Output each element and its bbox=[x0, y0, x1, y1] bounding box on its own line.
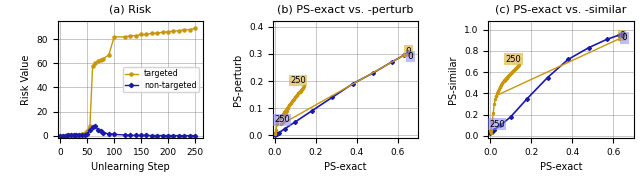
targeted bbox=[94, 60, 102, 62]
Line: non-targeted: non-targeted bbox=[59, 125, 196, 137]
non-targeted bbox=[159, 135, 166, 137]
non-targeted bbox=[81, 134, 88, 136]
Y-axis label: PS-perturb: PS-perturb bbox=[233, 53, 243, 106]
non-targeted bbox=[86, 129, 94, 131]
Text: 0: 0 bbox=[408, 52, 413, 61]
targeted bbox=[100, 58, 108, 60]
non-targeted bbox=[164, 135, 172, 137]
targeted bbox=[110, 36, 118, 38]
targeted bbox=[191, 27, 199, 30]
non-targeted bbox=[83, 133, 91, 135]
non-targeted bbox=[121, 134, 129, 136]
Y-axis label: Risk Value: Risk Value bbox=[21, 55, 31, 105]
non-targeted bbox=[97, 130, 104, 133]
non-targeted bbox=[137, 134, 145, 136]
Text: 0: 0 bbox=[620, 31, 625, 40]
targeted bbox=[175, 30, 182, 32]
targeted bbox=[59, 135, 67, 137]
Text: 0: 0 bbox=[406, 47, 412, 56]
targeted bbox=[56, 135, 64, 137]
Y-axis label: PS-similar: PS-similar bbox=[449, 55, 458, 104]
targeted bbox=[186, 29, 193, 31]
Title: (b) PS-exact vs. -perturb: (b) PS-exact vs. -perturb bbox=[277, 5, 414, 15]
Line: targeted: targeted bbox=[59, 27, 196, 137]
targeted bbox=[143, 33, 150, 36]
targeted bbox=[86, 125, 94, 127]
non-targeted bbox=[72, 134, 80, 136]
targeted bbox=[164, 31, 172, 33]
non-targeted bbox=[89, 125, 97, 128]
non-targeted bbox=[186, 135, 193, 137]
X-axis label: Unlearning Step: Unlearning Step bbox=[91, 162, 170, 172]
Text: 250: 250 bbox=[274, 115, 290, 124]
non-targeted bbox=[56, 135, 64, 137]
Legend: targeted, non-targeted: targeted, non-targeted bbox=[123, 67, 199, 92]
targeted bbox=[121, 36, 129, 38]
targeted bbox=[105, 54, 113, 56]
non-targeted bbox=[62, 135, 70, 137]
non-targeted bbox=[100, 132, 108, 134]
Text: 250: 250 bbox=[506, 55, 522, 64]
X-axis label: PS-exact: PS-exact bbox=[540, 162, 582, 172]
non-targeted bbox=[180, 135, 188, 137]
non-targeted bbox=[154, 135, 161, 137]
non-targeted bbox=[175, 135, 182, 137]
targeted bbox=[132, 35, 140, 37]
targeted bbox=[148, 32, 156, 34]
non-targeted bbox=[170, 135, 177, 137]
X-axis label: PS-exact: PS-exact bbox=[324, 162, 367, 172]
Text: 250: 250 bbox=[291, 76, 306, 85]
targeted bbox=[78, 133, 86, 136]
non-targeted bbox=[132, 134, 140, 136]
non-targeted bbox=[78, 134, 86, 136]
non-targeted bbox=[127, 134, 134, 136]
non-targeted bbox=[191, 135, 199, 137]
targeted bbox=[97, 59, 104, 61]
targeted bbox=[170, 30, 177, 32]
targeted bbox=[92, 62, 99, 64]
targeted bbox=[159, 31, 166, 33]
targeted bbox=[65, 134, 72, 136]
Text: 0: 0 bbox=[621, 33, 627, 42]
targeted bbox=[62, 134, 70, 136]
targeted bbox=[137, 33, 145, 36]
targeted bbox=[154, 32, 161, 34]
non-targeted bbox=[94, 129, 102, 131]
Title: (c) PS-exact vs. -similar: (c) PS-exact vs. -similar bbox=[495, 5, 627, 15]
targeted bbox=[83, 130, 91, 132]
targeted bbox=[180, 29, 188, 31]
non-targeted bbox=[105, 133, 113, 135]
targeted bbox=[76, 134, 83, 136]
non-targeted bbox=[92, 125, 99, 127]
non-targeted bbox=[110, 133, 118, 136]
targeted bbox=[70, 134, 77, 136]
Title: (a) Risk: (a) Risk bbox=[109, 5, 152, 15]
targeted bbox=[67, 134, 75, 136]
targeted bbox=[127, 35, 134, 37]
targeted bbox=[81, 132, 88, 134]
non-targeted bbox=[70, 134, 77, 136]
non-targeted bbox=[59, 135, 67, 137]
non-targeted bbox=[76, 134, 83, 136]
non-targeted bbox=[67, 134, 75, 136]
targeted bbox=[89, 65, 97, 67]
non-targeted bbox=[143, 134, 150, 136]
non-targeted bbox=[65, 134, 72, 136]
non-targeted bbox=[148, 135, 156, 137]
targeted bbox=[72, 134, 80, 136]
Text: 250: 250 bbox=[489, 119, 505, 129]
